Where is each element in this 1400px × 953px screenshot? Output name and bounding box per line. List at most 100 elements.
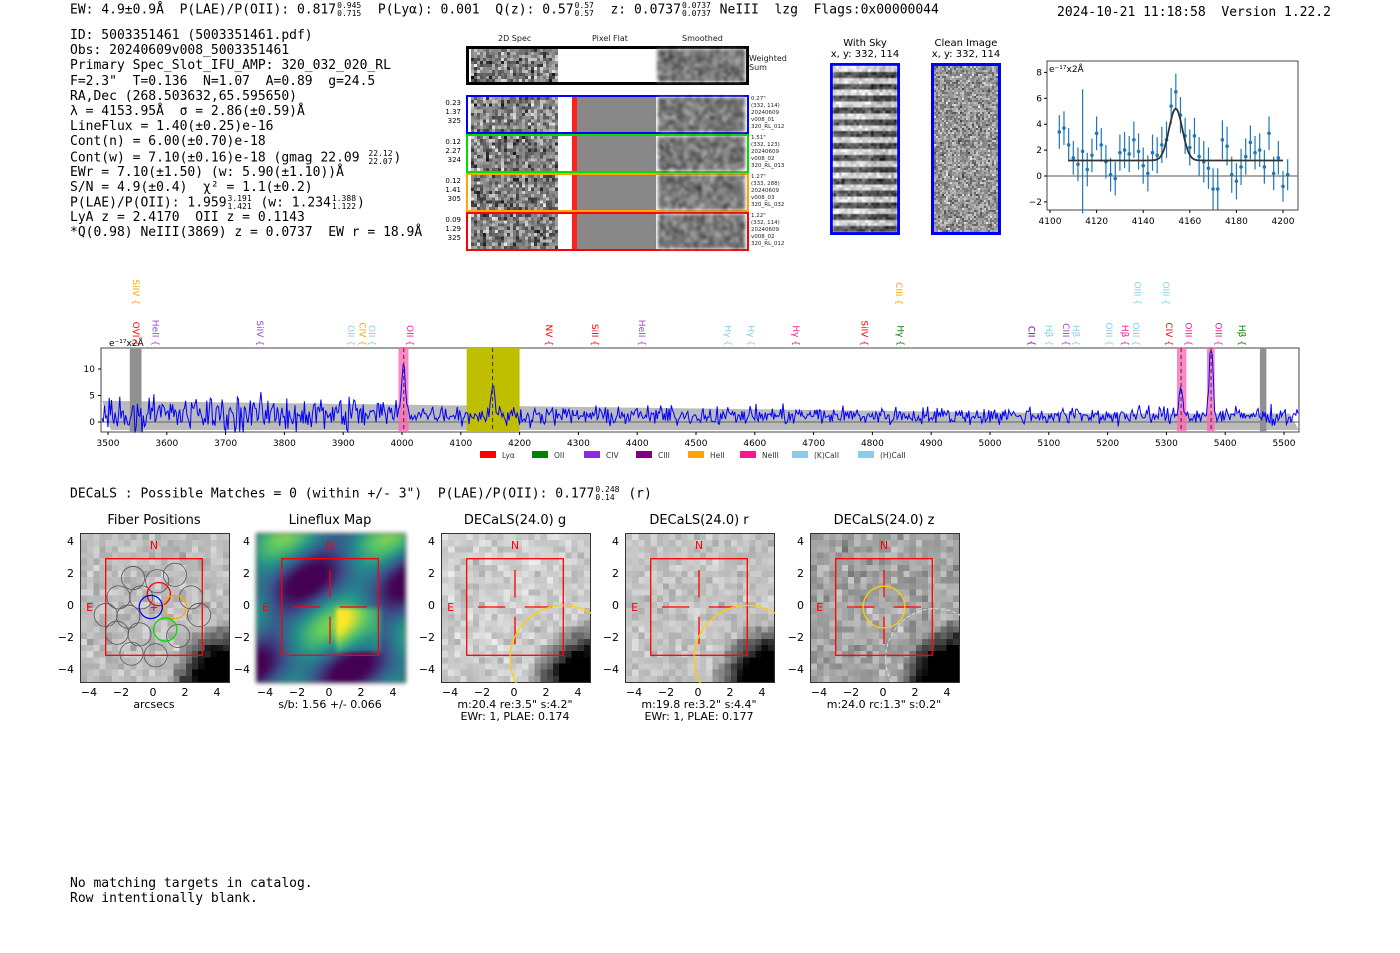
- data-point: [1257, 148, 1262, 152]
- x-tick-label: 4: [758, 686, 766, 699]
- y-tick-label: −4: [233, 663, 250, 676]
- spec2d-panel: 2D Spec Pixel Flat Smoothed Weighted Sum…: [440, 32, 800, 257]
- catalog-note: No matching targets in catalog. Row inte…: [70, 876, 313, 906]
- legend-label: (H)CaII: [880, 451, 906, 460]
- decals-summary: DECaLS : Possible Matches = 0 (within +/…: [70, 485, 652, 502]
- cutout-title: DECaLS(24.0) g: [463, 513, 567, 528]
- emission-line-label: OIII {: [1103, 322, 1113, 346]
- y-tick-label: 4: [67, 535, 74, 548]
- fiber-stats: 0.12 1.41 305: [445, 177, 461, 203]
- data-point: [1057, 130, 1062, 134]
- y-tick-label: −4: [57, 663, 74, 676]
- emission-line-label: OII {: [366, 325, 376, 346]
- weighted-sum-label: Weighted Sum: [749, 54, 787, 72]
- data-point: [1094, 131, 1099, 136]
- cutout-caption: m:20.4 re:3.5" s:4.2": [457, 698, 573, 711]
- data-point: [1113, 176, 1118, 181]
- data-point: [1122, 148, 1127, 152]
- clean-image-title: Clean Image x, y: 332, 114: [931, 38, 1001, 60]
- catalog-note-line2: Row intentionally blank.: [70, 891, 258, 906]
- data-point: [1141, 163, 1145, 168]
- x-tick-label: 4500: [685, 439, 708, 449]
- y-tick-label: 8: [1036, 68, 1042, 78]
- cutout-overlay: NE: [816, 539, 960, 683]
- fiber-circle: [179, 585, 204, 610]
- emission-line-label: Hγ {: [895, 325, 905, 346]
- x-tick-label: 5200: [1096, 439, 1119, 449]
- emission-line-label: OIII {: [1160, 281, 1170, 305]
- x-tick-label: 4180: [1225, 217, 1248, 227]
- data-point: [1267, 131, 1271, 136]
- catalog-ellipse: [693, 604, 775, 683]
- fiber-circle-selected: [146, 581, 172, 607]
- x-tick-label: 4000: [391, 439, 414, 449]
- header-plya: P(Lyα): 0.001: [377, 2, 480, 18]
- cutout-overlay: N E +: [86, 539, 212, 668]
- x-tick-label: −2: [473, 686, 491, 699]
- fiber-circle: [145, 569, 170, 594]
- x-tick-label: −4: [810, 686, 828, 699]
- y-tick-label: −4: [418, 663, 435, 676]
- x-tick-label: 2: [357, 686, 365, 699]
- fiber-circle: [143, 643, 168, 668]
- emission-line-label: Hγ {: [745, 325, 755, 346]
- data-point: [1118, 150, 1122, 155]
- x-tick-label: 5000: [979, 439, 1002, 449]
- north-label: N: [150, 539, 158, 552]
- x-tick-label: 4200: [1272, 217, 1295, 227]
- y-tick-label: 2: [67, 567, 74, 580]
- catalog-ellipse: [509, 604, 591, 683]
- x-tick-label: −4: [80, 686, 98, 699]
- info-ewr: EWr = 7.10(±1.50) (w: 5.90(±1.10))Å: [70, 164, 344, 180]
- fiber-info: 0.27" (332, 114) 20240609 v008_01 320_RL_012: [751, 96, 785, 130]
- data-point: [1229, 172, 1234, 177]
- full-spectrum-plot: 0 5 10 3500 3600 3700 3800 3900 4000 4100 4200 4300…: [84, 279, 1300, 460]
- north-label: N: [695, 539, 703, 552]
- y-tick-label: 2: [797, 567, 804, 580]
- y-tick-label: 0: [428, 599, 435, 612]
- aperture-box: [835, 558, 933, 656]
- emission-line-label: CIII {: [893, 282, 903, 305]
- cutout-caption: EWr: 1, PLAE: 0.174: [460, 710, 570, 723]
- fiber-circle: [127, 622, 152, 647]
- fiber-row-box: [466, 212, 749, 251]
- header-summary: EW: 4.9±0.9Å P(LAE)/P(OII): 0.817 0.945 0.…: [70, 2, 939, 18]
- header-plae: P(LAE)/P(OII): 0.817: [179, 2, 337, 18]
- y-tick-label: 6: [1036, 94, 1042, 104]
- cutout-overlay: NE: [631, 539, 775, 683]
- cutout-panel: DECaLS(24.0) r N E 4 2 0 −2 −4 −4 −2 0 2 4 m:19.8 re…: [585, 510, 793, 730]
- header-plae-range: 0.945 0.715: [337, 1, 362, 18]
- x-tick-label: 2: [181, 686, 189, 699]
- legend-label: CIII: [658, 451, 670, 460]
- region-masked: [1259, 348, 1267, 432]
- emission-line-label: CIV {: [357, 322, 367, 346]
- y-unit-label: e⁻¹⁷x2Å: [109, 337, 145, 349]
- fiber-circle-selected: [162, 594, 188, 620]
- emission-line-label: SiIV {: [130, 279, 140, 305]
- emission-line-label: SiIV {: [254, 320, 264, 346]
- data-point: [1155, 153, 1159, 158]
- weighted-sum-smoothed-image: [657, 49, 745, 82]
- data-point: [1234, 179, 1239, 183]
- with-sky-image: [830, 63, 900, 235]
- legend-swatch: [584, 451, 600, 458]
- y-tick-label: 10: [84, 365, 96, 375]
- data-point: [1174, 90, 1178, 94]
- x-tick-label: 5100: [1037, 439, 1060, 449]
- legend-swatch: [688, 451, 704, 458]
- catalog-note-line1: No matching targets in catalog.: [70, 876, 313, 891]
- east-label: E: [262, 601, 269, 614]
- emission-line-label: Hβ {: [1236, 325, 1246, 346]
- header-qz-range: 0.57 0.57: [574, 1, 594, 18]
- data-point: [1099, 143, 1104, 147]
- data-point: [1220, 137, 1225, 142]
- x-tick-label: 4: [943, 686, 951, 699]
- east-label: E: [86, 601, 93, 614]
- data-point: [1262, 165, 1267, 169]
- y-tick-label: 2: [1036, 146, 1042, 156]
- aperture-box: [466, 558, 564, 656]
- y-tick-label: 0: [797, 599, 804, 612]
- data-point: [1062, 126, 1066, 130]
- y-tick-label: 4: [797, 535, 804, 548]
